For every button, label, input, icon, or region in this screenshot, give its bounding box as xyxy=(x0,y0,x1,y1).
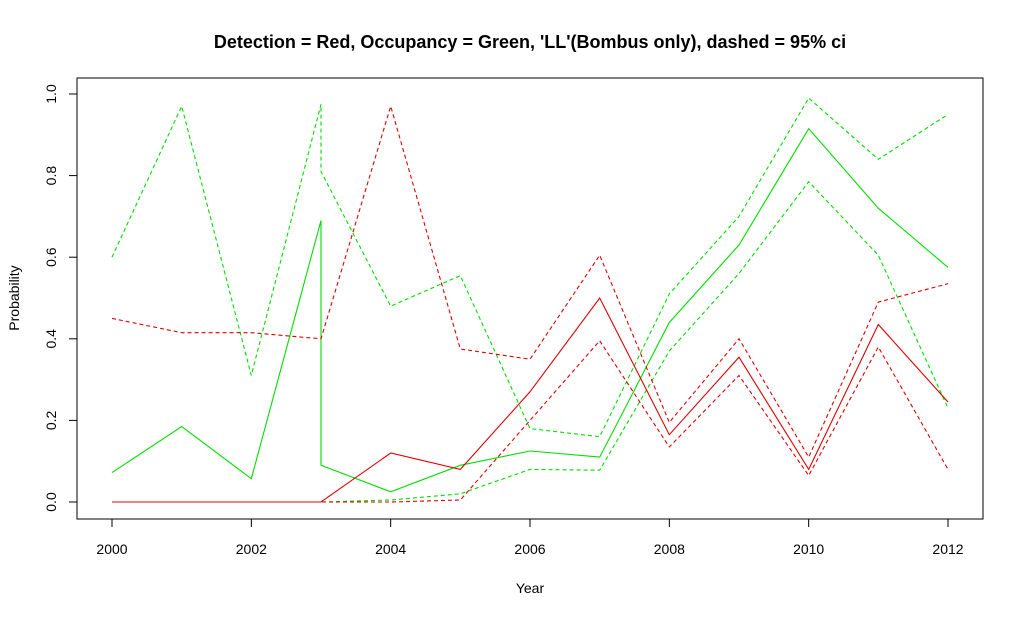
plot-frame xyxy=(76,77,984,520)
chart-title: Detection = Red, Occupancy = Green, 'LL'… xyxy=(214,32,846,52)
x-tick-label: 2006 xyxy=(514,541,545,557)
y-tick-label: 0.2 xyxy=(43,410,59,430)
y-tick-label: 0.6 xyxy=(43,247,59,267)
series-layer xyxy=(111,97,949,503)
y-tick-label: 0.0 xyxy=(43,492,59,512)
y-tick-label: 0.4 xyxy=(43,329,59,349)
y-tick-label: 1.0 xyxy=(43,84,59,104)
series-line-5 xyxy=(111,104,949,459)
y-tick-label: 0.8 xyxy=(43,166,59,186)
series-line-3 xyxy=(112,180,949,503)
x-tick-label: 2008 xyxy=(654,541,685,557)
x-tick-label: 2000 xyxy=(96,541,127,557)
series-line-6 xyxy=(112,339,949,503)
x-axis: 2000 2002 2004 2006 2008 2010 2012 xyxy=(96,518,964,557)
y-axis-label: Probability xyxy=(6,265,22,330)
x-tick-label: 2002 xyxy=(236,541,267,557)
x-axis-label: Year xyxy=(516,580,545,596)
series-line-2 xyxy=(111,97,949,438)
x-tick-label: 2010 xyxy=(793,541,824,557)
x-tick-label: 2012 xyxy=(932,541,963,557)
series-line-1 xyxy=(111,127,949,493)
x-tick-label: 2004 xyxy=(375,541,406,557)
series-line-4 xyxy=(112,296,949,503)
y-axis: 0.0 0.2 0.4 0.6 0.8 1.0 xyxy=(43,84,78,512)
